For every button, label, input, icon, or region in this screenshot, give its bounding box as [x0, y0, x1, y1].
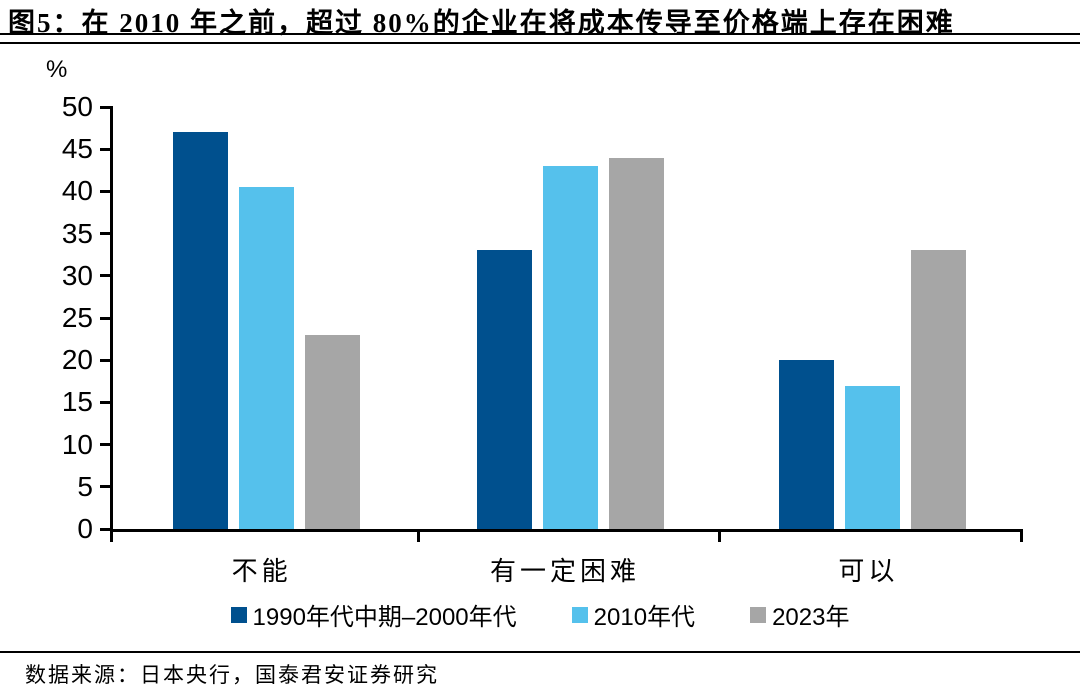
y-axis-tick	[100, 527, 113, 531]
y-axis-tick-label: 30	[61, 259, 93, 291]
x-category-labels: 不能 有一定困难 可以	[110, 551, 1020, 588]
y-axis-tick-label: 45	[61, 133, 93, 165]
y-axis-tick	[100, 485, 113, 489]
bar	[477, 250, 532, 529]
y-axis-tick-label: 40	[61, 175, 93, 207]
bar-group-1	[113, 107, 420, 529]
legend-swatch-icon	[230, 606, 247, 623]
y-axis-tick	[100, 147, 113, 151]
bar	[910, 250, 966, 529]
legend-swatch-icon	[571, 606, 588, 623]
legend-item: 2023年	[750, 597, 849, 632]
y-axis-tick	[100, 443, 113, 447]
bar	[239, 187, 294, 529]
bar	[778, 360, 834, 529]
x-axis-tick	[110, 532, 113, 542]
legend-swatch-icon	[750, 606, 767, 623]
y-axis-tick-label: 35	[61, 217, 93, 249]
bar	[173, 132, 228, 529]
y-axis-tick-label: 0	[77, 513, 93, 544]
bar-group-3	[721, 107, 1023, 529]
source-text: 数据来源：日本央行，国泰君安证券研究	[25, 663, 439, 687]
y-axis-tick	[100, 274, 113, 278]
legend-item: 2010年代	[571, 597, 696, 632]
x-axis-tick	[718, 532, 721, 542]
plot-area: 0 5 10 15 20 25 30 35 40 45 50	[62, 93, 1023, 543]
y-axis-tick	[100, 232, 113, 236]
y-axis-tick-label: 15	[61, 386, 93, 418]
y-axis-tick-label: 25	[61, 302, 93, 333]
bar	[844, 385, 900, 529]
legend-item: 1990年代中期–2000年代	[230, 597, 517, 632]
x-axis-tick	[1020, 532, 1023, 542]
y-axis-tick-label: 50	[61, 91, 93, 122]
y-axis-tick	[100, 316, 113, 320]
x-category-label: 可以	[838, 557, 899, 586]
x-category-label: 不能	[231, 557, 292, 586]
bar	[543, 166, 598, 529]
bar-group-2	[420, 107, 721, 529]
y-axis-tick-label: 10	[61, 428, 93, 460]
title-double-rule	[0, 33, 1080, 44]
y-axis-unit-label: %	[46, 56, 68, 83]
x-category-label: 有一定困难	[489, 557, 640, 586]
legend-label: 2023年	[772, 604, 850, 631]
legend-label: 1990年代中期–2000年代	[252, 604, 517, 631]
source-divider	[0, 651, 1080, 653]
legend-label: 2010年代	[593, 604, 696, 631]
y-axis-tick-label: 20	[61, 344, 93, 376]
x-axis-tick	[417, 532, 420, 542]
y-axis-tick-label: 5	[77, 470, 93, 502]
y-axis-tick	[100, 358, 113, 362]
bar	[305, 334, 360, 529]
legend: 1990年代中期–2000年代 2010年代 2023年	[0, 597, 1080, 632]
bar	[609, 157, 664, 529]
y-axis-tick	[100, 400, 113, 404]
y-axis-tick	[100, 189, 113, 193]
y-axis-tick	[100, 105, 113, 109]
